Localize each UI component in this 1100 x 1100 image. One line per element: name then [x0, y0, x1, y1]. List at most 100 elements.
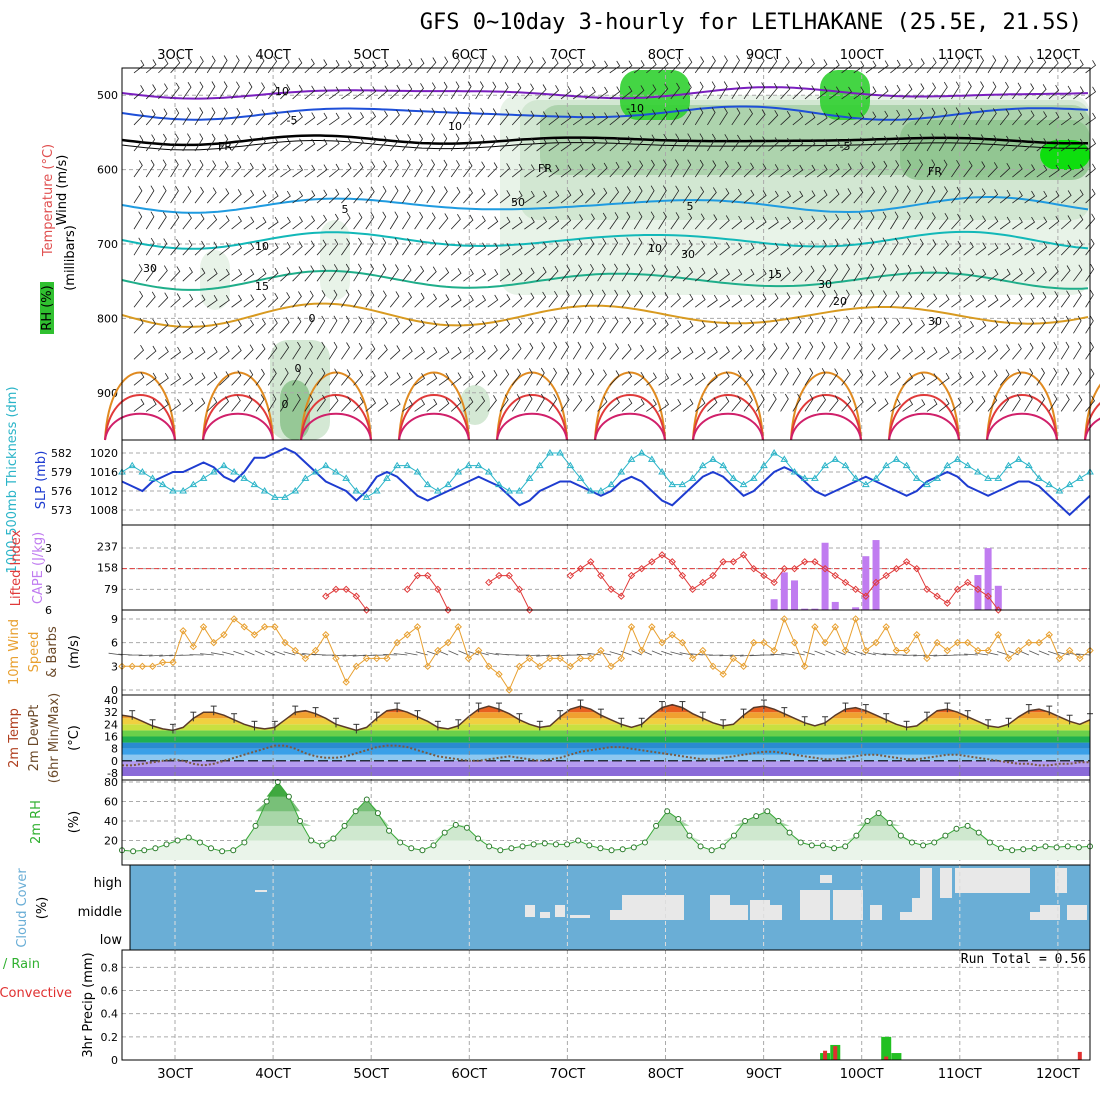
- wind-barb: [1085, 112, 1097, 126]
- wind-barb: [487, 162, 498, 178]
- rh-point: [653, 822, 660, 829]
- wind-speed-point: [1055, 654, 1064, 663]
- thickness-point: [637, 449, 646, 456]
- wind-barb: [133, 160, 143, 178]
- wind-barb: [231, 134, 241, 152]
- wind-speed-point: [943, 646, 952, 655]
- wind-barb: [475, 320, 487, 334]
- wind-barb: [829, 341, 838, 360]
- x-tick-label: 6OCT: [451, 48, 488, 63]
- wind-barb: [987, 162, 998, 178]
- wind-barb: [951, 159, 960, 178]
- temp-line: [121, 703, 1091, 732]
- wind-barb: [1048, 266, 1059, 282]
- wind-barb: [914, 238, 924, 256]
- wind-barb: [353, 316, 363, 334]
- wind-barb: [450, 186, 461, 204]
- rh-point: [386, 827, 393, 834]
- wind-barb: [1060, 138, 1072, 152]
- wind-barb: [158, 399, 169, 412]
- cloud-block: [610, 910, 622, 920]
- wind-barb: [792, 241, 804, 256]
- wind-barb: [438, 159, 448, 178]
- wind-speed-point: [495, 670, 503, 678]
- wind-barb: [463, 133, 472, 152]
- wind-barb: [670, 185, 680, 204]
- wind-barb: [963, 241, 974, 256]
- wind-barb: [1024, 137, 1035, 152]
- rh-point: [608, 847, 615, 854]
- wind-barb: [316, 239, 327, 256]
- wind-barb: [938, 107, 948, 126]
- wind-barb: [707, 214, 718, 230]
- wind-barb: [304, 240, 315, 256]
- wind-barb: [304, 112, 316, 126]
- wind-barb: [877, 237, 887, 256]
- wind-speed-point: [800, 662, 809, 671]
- wind-barb: [902, 134, 912, 152]
- rh-y-tick: 40: [104, 815, 118, 828]
- thickness-point: [668, 480, 677, 488]
- wind-barb: [487, 135, 498, 152]
- dewpoint-line: [122, 744, 1090, 767]
- wind-barb: [1085, 341, 1094, 360]
- wind-barb: [877, 185, 887, 204]
- wind-barb: [938, 186, 948, 204]
- wind-barb: [694, 240, 706, 256]
- wind-barb: [255, 216, 267, 230]
- wind-barb: [987, 216, 999, 230]
- wind-barb: [853, 162, 864, 178]
- wind-barb: [341, 60, 352, 74]
- wind-barb: [304, 58, 315, 74]
- wind-barb: [1024, 267, 1035, 282]
- wind-barb: [450, 107, 460, 126]
- wind10-barb: [1057, 651, 1070, 656]
- cloud-block: [540, 912, 550, 918]
- thickness-point: [403, 461, 412, 469]
- wind-barb: [792, 393, 801, 412]
- contour-label: 30: [143, 262, 157, 275]
- wind-barb: [219, 81, 228, 100]
- wind-barb: [438, 347, 450, 360]
- wind-barb: [1085, 395, 1095, 412]
- wind-barb: [658, 211, 667, 230]
- wind-barb: [975, 81, 984, 100]
- wind-barb: [426, 185, 436, 204]
- wind-barb: [1036, 57, 1047, 74]
- wind-barb: [219, 268, 230, 282]
- wind-barb: [707, 160, 717, 178]
- wind-barb: [707, 133, 716, 152]
- wind-barb: [426, 57, 437, 74]
- rh-point: [719, 843, 726, 850]
- isotherm-20: [121, 302, 1089, 328]
- contour-label: FR: [928, 165, 942, 178]
- li-point: [953, 585, 962, 594]
- thickness-point: [1075, 474, 1084, 481]
- wind-barb: [792, 57, 803, 74]
- wind-barb: [463, 294, 474, 308]
- rh-label: 2m RH: [29, 800, 44, 844]
- wind-speed-point: [220, 631, 228, 639]
- wind-barb: [1048, 164, 1060, 178]
- rh-point: [853, 832, 860, 839]
- wind-barb: [1073, 189, 1084, 204]
- wind-barb: [341, 396, 352, 412]
- precip-y-tick: 0.2: [101, 1031, 119, 1044]
- wind-barb: [328, 368, 338, 386]
- wind-barb: [328, 395, 339, 412]
- wind-barb: [804, 85, 816, 100]
- wind-speed-point: [902, 646, 911, 655]
- wind-barb: [511, 216, 523, 230]
- wind-barb: [365, 161, 376, 178]
- wind-barb: [365, 237, 374, 256]
- wind-barb: [341, 162, 352, 178]
- wind-barb: [841, 213, 851, 230]
- li-point: [800, 558, 809, 566]
- precip-y-tick: 0.8: [101, 961, 119, 974]
- wind-barb: [414, 292, 425, 308]
- wind-barb: [1048, 190, 1060, 204]
- wind-barb: [426, 133, 435, 152]
- wind-barb: [572, 189, 584, 204]
- wind-barb: [304, 290, 314, 308]
- wind-barb: [633, 317, 644, 334]
